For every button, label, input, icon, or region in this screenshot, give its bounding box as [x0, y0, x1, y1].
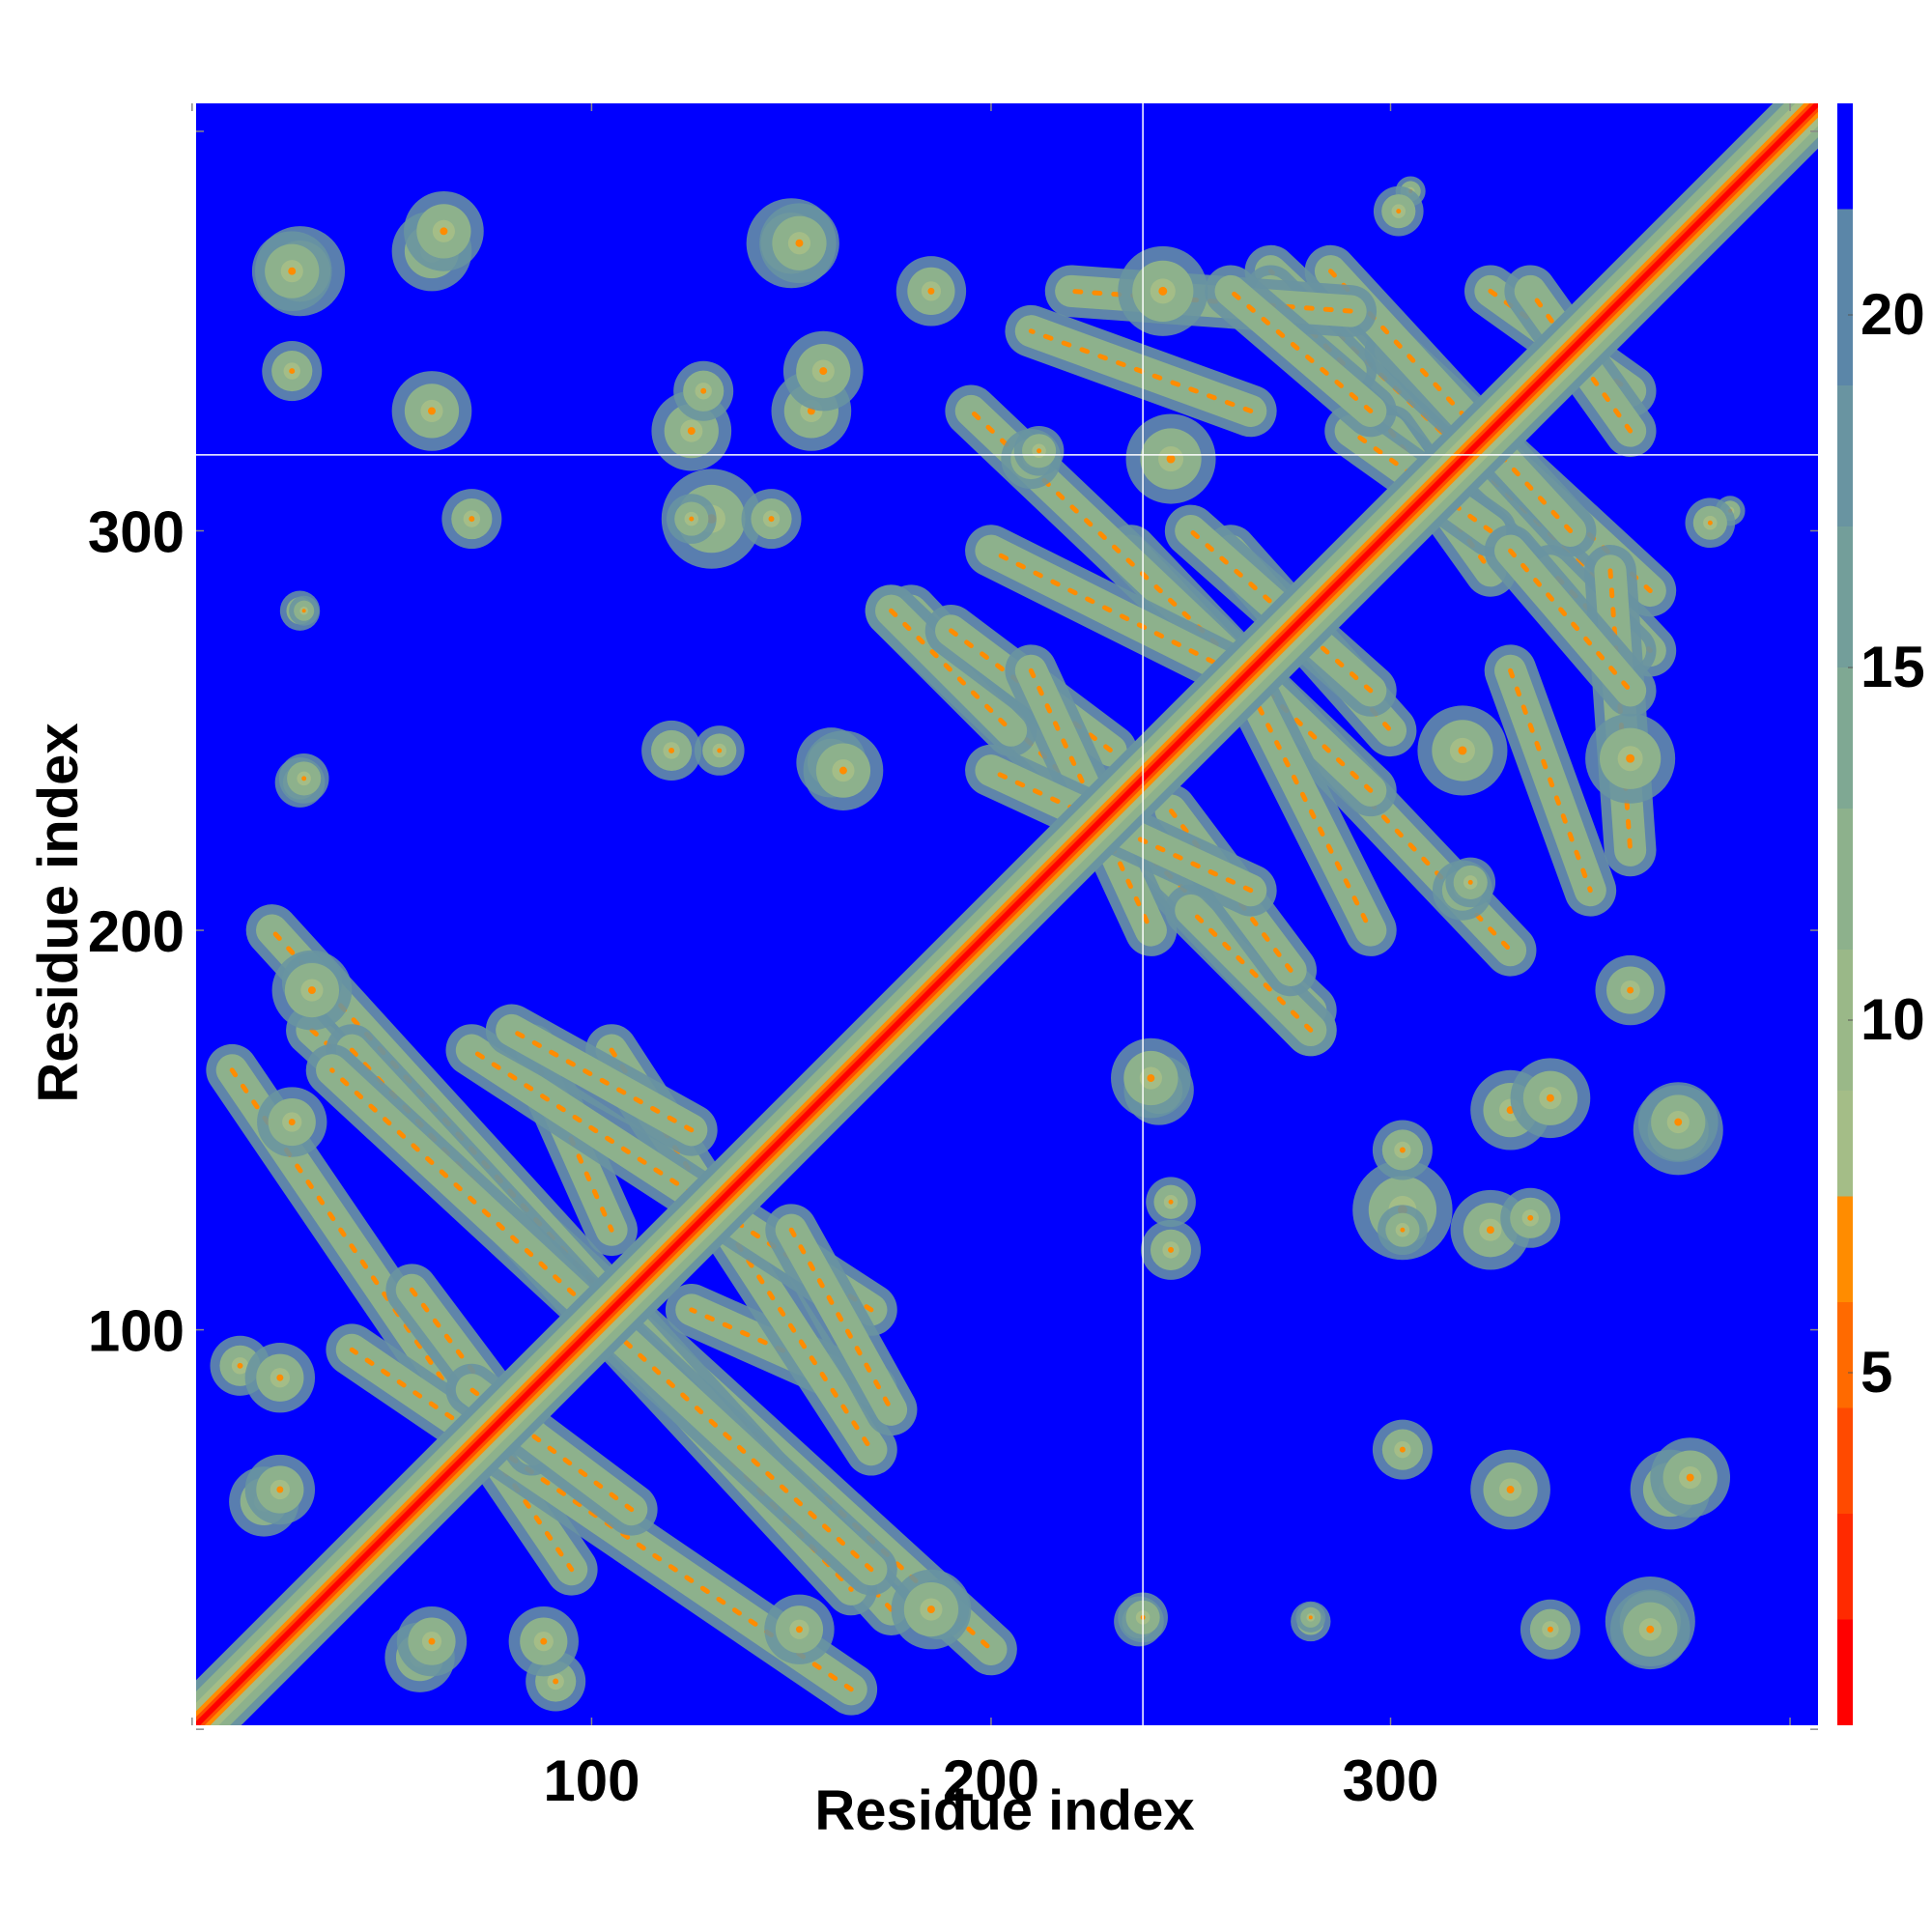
contact-patch-20-mirror: [694, 725, 745, 776]
contact-patch-17: [891, 1569, 972, 1650]
x-tick-label: 100: [543, 1748, 639, 1813]
contact-patch-6: [441, 489, 502, 550]
contact-patch-9-mirror: [1141, 1219, 1202, 1280]
contact-patch-30-mirror: [251, 231, 332, 312]
contact-patch-26: [1637, 1082, 1719, 1162]
contact-patch-33-mirror: [1595, 954, 1665, 1026]
contact-patch-37-mirror: [1373, 185, 1424, 237]
contact-band-8: [865, 584, 1037, 757]
colorbar-segment-2: [1837, 1407, 1853, 1514]
axis-ticks: 100 200 300 100 200 300: [88, 103, 1818, 1813]
colorbar-segment-4: [1837, 1196, 1853, 1302]
colorbar-tick-label: 20: [1861, 282, 1925, 347]
contact-patch-24-mirror: [782, 330, 864, 412]
contact-patch-15: [508, 1605, 579, 1677]
colorbar-tick-label: 15: [1861, 635, 1925, 699]
colorbar-segment-5: [1837, 1091, 1853, 1197]
colorbar: 5 10 15 20: [1837, 103, 1925, 1725]
colorbar-segment-11: [1837, 209, 1853, 385]
contact-patch-17-mirror: [271, 950, 353, 1031]
contact-patch-22-mirror: [741, 489, 802, 550]
contact-patch-34-mirror: [1585, 713, 1676, 804]
contact-band-5: [765, 1204, 918, 1436]
colorbar-segment-10: [1837, 385, 1853, 526]
contact-patch-14: [396, 1605, 468, 1677]
contact-patch-19: [1111, 1037, 1191, 1119]
contact-patch-27-mirror: [391, 371, 472, 451]
contact-band-21: [1484, 525, 1657, 717]
colorbar-tick-label: 5: [1861, 1340, 1892, 1405]
x-tick-label: 300: [1342, 1748, 1438, 1813]
contact-patch-6-mirror: [1372, 1419, 1433, 1480]
contact-patch-22: [1372, 1120, 1433, 1180]
contact-patch-19-mirror: [803, 730, 884, 810]
x-tick-label: 200: [943, 1748, 1039, 1813]
y-tick-label: 300: [88, 499, 185, 564]
colorbar-segment-6: [1837, 950, 1853, 1091]
contact-patch-35-mirror: [1417, 705, 1508, 796]
contact-patch-30: [1609, 1589, 1690, 1670]
reference-lines: [196, 103, 1818, 1725]
contact-patch-37: [1685, 497, 1736, 549]
contact-band-13-mirror: [965, 525, 1257, 697]
contact-band-5-mirror: [485, 1004, 718, 1156]
contact-patch-24: [1510, 1058, 1591, 1139]
contact-patch-35: [1125, 413, 1216, 504]
contact-patch-21: [1295, 1602, 1326, 1633]
contact-patch-20: [1146, 1177, 1196, 1228]
contact-patch-26-mirror: [759, 203, 839, 284]
x-axis-title: Residue index: [814, 1779, 1194, 1842]
contact-patch-23: [1378, 1205, 1428, 1256]
contact-patch-32-mirror: [1445, 857, 1496, 908]
contact-patch-34: [1118, 245, 1208, 336]
contact-patch-27: [1470, 1449, 1550, 1530]
contact-heatmap: [196, 103, 1818, 1725]
contact-patch-14-mirror: [244, 1454, 316, 1525]
contact-patch-29-mirror: [262, 341, 323, 402]
colorbar-segment-0: [1837, 1619, 1853, 1725]
colorbar-segment-3: [1837, 1302, 1853, 1408]
contact-patch-9: [641, 720, 702, 781]
colorbar-segment-7: [1837, 809, 1853, 950]
y-tick-label: 100: [88, 1299, 185, 1364]
contact-patch-16: [764, 1594, 835, 1664]
y-tick-label: 200: [88, 899, 185, 964]
contact-patch-23-mirror: [666, 494, 717, 544]
contact-patch-25-mirror: [673, 360, 734, 421]
contact-patch-28: [1650, 1437, 1731, 1518]
y-axis-title: Residue index: [27, 723, 90, 1102]
contact-band-13: [1224, 665, 1397, 956]
colorbar-tick-label: 10: [1861, 987, 1925, 1052]
contact-patch-33: [895, 256, 967, 327]
contact-patch-18-mirror: [278, 753, 329, 804]
contact-patch-21-mirror: [289, 595, 320, 626]
contact-band-18-mirror: [1005, 304, 1277, 438]
colorbar-segment-1: [1837, 1514, 1853, 1620]
diagonal-band: [196, 103, 1818, 1725]
contact-patch-16-mirror: [257, 1087, 327, 1157]
contact-patch-29: [1520, 1599, 1580, 1660]
colorbar-segment-9: [1837, 526, 1853, 668]
contact-patch-15-mirror: [244, 1343, 316, 1413]
contact-band-21-mirror: [1205, 265, 1397, 438]
colorbar-segment-12: [1837, 103, 1853, 210]
contact-patch-25: [1500, 1187, 1561, 1248]
contact-band-8-mirror: [1164, 884, 1337, 1057]
contact-patch-32: [1013, 425, 1065, 476]
contact-band-18: [1484, 644, 1617, 917]
contact-patch-28-mirror: [404, 190, 484, 271]
colorbar-segment-8: [1837, 668, 1853, 809]
